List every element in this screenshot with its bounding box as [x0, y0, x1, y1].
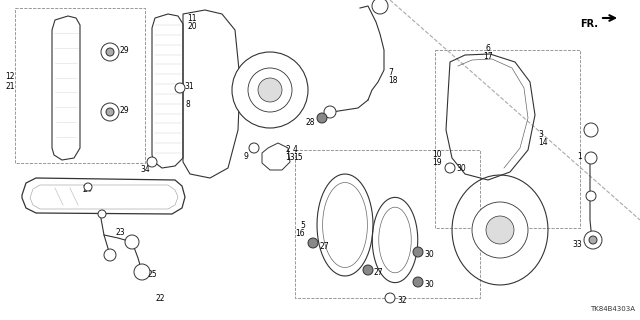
Circle shape: [589, 236, 597, 244]
Circle shape: [413, 247, 423, 257]
Text: 7: 7: [388, 68, 393, 77]
Text: 17: 17: [483, 52, 493, 61]
Text: 29: 29: [120, 106, 130, 115]
Circle shape: [248, 68, 292, 112]
Circle shape: [324, 106, 336, 118]
Circle shape: [134, 264, 150, 280]
Text: 16: 16: [296, 228, 305, 237]
Text: 1: 1: [577, 152, 582, 161]
Text: 14: 14: [538, 138, 548, 147]
Circle shape: [249, 143, 259, 153]
Text: 6: 6: [486, 44, 490, 53]
Text: TK84B4303A: TK84B4303A: [590, 306, 635, 312]
Text: 27: 27: [320, 242, 330, 251]
Circle shape: [385, 293, 395, 303]
Circle shape: [586, 191, 596, 201]
Text: 31: 31: [184, 82, 194, 91]
Circle shape: [445, 163, 455, 173]
Circle shape: [585, 152, 597, 164]
Circle shape: [584, 231, 602, 249]
Text: 22: 22: [155, 294, 164, 303]
Text: 33: 33: [572, 240, 582, 249]
Text: 8: 8: [186, 100, 191, 109]
Text: 21: 21: [5, 82, 15, 91]
Bar: [295, 150, 480, 298]
Text: 24: 24: [83, 185, 92, 194]
Circle shape: [363, 265, 373, 275]
Text: FR.: FR.: [580, 19, 598, 29]
Text: 30: 30: [424, 250, 434, 259]
Circle shape: [584, 123, 598, 137]
Text: 30: 30: [456, 164, 466, 173]
Circle shape: [372, 0, 388, 14]
Text: 12: 12: [5, 72, 15, 81]
Circle shape: [98, 210, 106, 218]
Circle shape: [258, 78, 282, 102]
Text: 5: 5: [300, 220, 305, 229]
Text: 28: 28: [305, 118, 315, 127]
Text: 18: 18: [388, 76, 397, 85]
Text: 4: 4: [293, 145, 298, 154]
Circle shape: [84, 183, 92, 191]
Text: 10: 10: [432, 150, 442, 159]
Bar: [435, 50, 580, 228]
Circle shape: [147, 157, 157, 167]
Text: 25: 25: [148, 270, 157, 279]
Circle shape: [125, 235, 139, 249]
Circle shape: [106, 48, 114, 56]
Text: 32: 32: [397, 296, 406, 305]
Circle shape: [308, 238, 318, 248]
Circle shape: [232, 52, 308, 128]
Text: 29: 29: [120, 46, 130, 55]
Circle shape: [101, 103, 119, 121]
Text: 2: 2: [285, 145, 290, 154]
Text: 34: 34: [140, 165, 150, 174]
Text: 20: 20: [187, 22, 196, 31]
Circle shape: [106, 108, 114, 116]
Circle shape: [175, 83, 185, 93]
Text: 30: 30: [424, 280, 434, 289]
Circle shape: [472, 202, 528, 258]
Circle shape: [486, 216, 514, 244]
Circle shape: [104, 249, 116, 261]
Text: 15: 15: [293, 153, 303, 162]
Text: 23: 23: [115, 228, 125, 237]
Circle shape: [413, 277, 423, 287]
Text: 3: 3: [538, 130, 543, 139]
Circle shape: [101, 43, 119, 61]
Circle shape: [317, 113, 327, 123]
Text: 27: 27: [374, 268, 383, 277]
Text: 11: 11: [187, 14, 196, 23]
Text: 19: 19: [432, 158, 442, 167]
Text: 13: 13: [285, 153, 294, 162]
Bar: [15, 8, 145, 163]
Text: 9: 9: [243, 152, 248, 161]
